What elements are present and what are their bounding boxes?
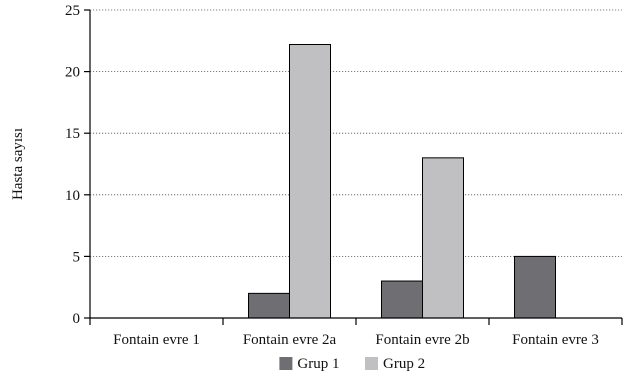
y-tick-label: 25: [65, 3, 80, 19]
y-tick-label: 10: [65, 188, 80, 204]
y-tick-label: 15: [65, 126, 80, 142]
x-category-label: Fontain evre 3: [512, 332, 599, 348]
bar-grup-2: [422, 157, 464, 319]
x-category-label: Fontain evre 2b: [375, 332, 469, 348]
axes: [84, 9, 623, 325]
legend-swatch: [279, 357, 293, 370]
legend: Grup 1 Grup 2: [279, 356, 425, 372]
legend-label: Grup 1: [297, 356, 339, 372]
x-category-label: Fontain evre 2a: [243, 332, 337, 348]
x-category-label: Fontain evre 1: [113, 332, 200, 348]
bars: [248, 43, 556, 319]
legend-label: Grup 2: [383, 356, 425, 372]
y-tick-label: 20: [65, 65, 80, 81]
legend-swatch: [365, 357, 378, 370]
bar-grup-1: [514, 255, 556, 319]
y-tick-label: 5: [73, 249, 81, 265]
axis-labels: 0 5 10 15 20 25 Fontain evre 1 Fontain evre 2a F…: [65, 3, 599, 348]
bar-grup-1: [381, 280, 423, 319]
y-tick-label: 0: [73, 311, 81, 327]
y-axis-title: Hasta sayısı: [10, 128, 26, 200]
bar-grup-1: [248, 292, 290, 319]
bar-grup-2: [289, 43, 331, 319]
grid-lines: [90, 9, 622, 257]
